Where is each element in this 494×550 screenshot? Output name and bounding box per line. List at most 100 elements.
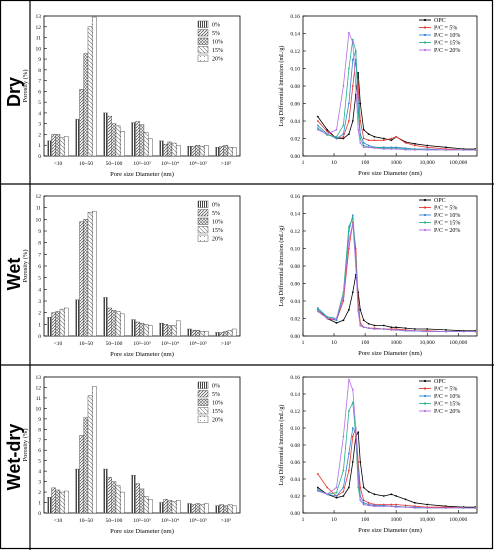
legend-label: 5% [212,31,220,37]
data-point [342,486,345,489]
data-point [373,139,376,142]
bar [75,299,80,337]
y-tick-label: 0.02 [290,317,300,323]
bar [143,496,149,514]
y-tick-label: 5 [38,276,41,282]
y-tick-label: 0 [38,334,41,340]
data-point [390,493,393,496]
bar [195,503,201,514]
bar [63,307,69,337]
bar [199,331,205,337]
bar [219,146,224,157]
data-point [354,265,357,267]
y-tick-label: 11 [36,36,42,42]
x-tick-label: 10⁴~10⁵ [189,341,207,347]
bar [107,115,112,157]
legend-label: 10% [212,401,223,407]
y-tick-label: 11 [36,206,42,212]
data-point [362,128,365,131]
x-axis-label: Pore size Diameter (nm) [110,528,174,535]
y-tick-label: 2 [38,311,41,317]
bar [215,147,220,157]
legend-label: 0% [212,23,220,29]
legend-swatch [197,46,209,54]
x-tick-label: 100 [361,517,370,523]
data-point [335,128,338,131]
data-point [351,58,354,61]
bar [167,141,173,157]
x-tick-label: 10,000 [420,340,435,346]
data-point [367,504,370,507]
data-point [382,505,385,508]
bar [55,311,61,337]
bar [47,317,52,337]
bar [79,221,84,337]
bar [147,499,153,514]
x-tick-label: 50~100 [106,341,123,347]
data-point [354,85,357,87]
data-point [316,308,319,311]
data-point [335,491,338,494]
bar [55,134,61,157]
data-point [351,120,354,122]
data-point [474,148,477,151]
data-point [445,330,447,333]
bar [171,501,177,514]
data-point [367,133,370,136]
bar [103,468,108,514]
data-point [347,378,350,381]
bar [219,332,224,337]
data-point [316,120,319,122]
data-point [367,327,370,330]
data-point [342,137,345,140]
legend-marker [423,198,427,202]
y-axis-label: Porosity (%) [22,428,29,461]
data-point [342,135,345,138]
bar [223,145,229,157]
x-axis-label: Pore size Diameter (nm) [358,170,422,177]
data-point [342,85,345,87]
data-point [342,495,345,497]
y-tick-label: 3 [38,122,41,128]
x-tick-label: 10,000 [420,160,435,166]
bar [83,417,89,514]
y-tick-label: 4 [38,111,41,117]
bar [47,497,52,514]
data-point [367,322,370,325]
data-point [357,71,360,74]
legend-marker [423,33,427,37]
data-point [395,495,398,497]
data-point [351,388,354,391]
y-tick-label: 9 [38,229,41,235]
y-tick-label: 0 [38,511,41,517]
x-tick-label: 10³~10⁴ [161,161,179,167]
y-tick-label: 0.00 [290,154,300,160]
bar [227,147,233,157]
data-point [390,328,393,331]
bar [119,131,125,157]
x-tick-label: >10⁵ [221,161,232,167]
data-point [335,319,338,322]
legend-swatch [197,217,209,225]
data-point [316,310,319,313]
row-label-wet: Wet [4,258,24,291]
bar [191,329,196,337]
y-tick-label: 0 [38,154,41,160]
bar [55,489,61,514]
x-tick-label: 10³~10⁴ [161,341,179,347]
data-point [347,102,350,105]
bar [167,325,173,337]
data-point [404,329,407,332]
data-point [326,133,329,136]
legend-swatch [197,415,209,423]
legend-swatch [197,390,209,398]
y-tick-label: 0.02 [290,494,300,500]
data-point [445,146,447,149]
series-line [317,400,476,509]
data-point [347,120,350,122]
data-point [326,493,329,496]
data-point [316,115,319,118]
